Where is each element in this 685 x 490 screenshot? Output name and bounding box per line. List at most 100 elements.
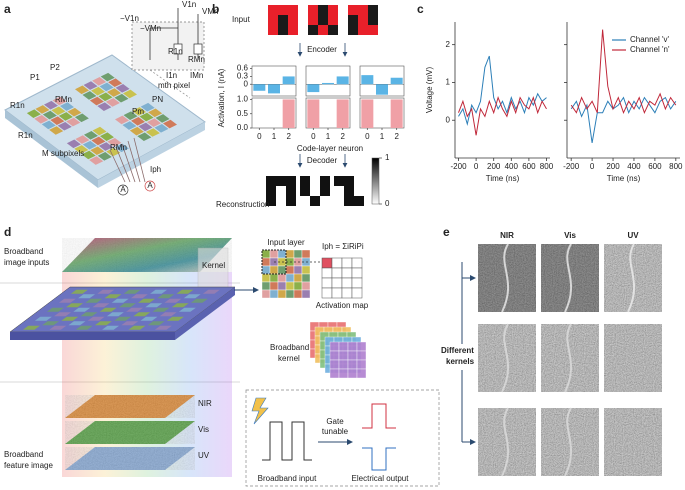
bar bbox=[268, 84, 280, 94]
input-cell bbox=[261, 281, 271, 291]
subpixel bbox=[59, 102, 74, 111]
kernel-label: Kernel bbox=[202, 261, 225, 270]
subpixel bbox=[107, 137, 122, 147]
device-side bbox=[10, 332, 175, 340]
kernel-cell bbox=[356, 350, 367, 361]
label: Different bbox=[441, 346, 474, 355]
subpixel bbox=[132, 107, 147, 116]
bar bbox=[376, 84, 388, 95]
input-cell bbox=[301, 281, 311, 291]
subpixel bbox=[115, 115, 130, 125]
recon-pixel bbox=[266, 196, 276, 206]
label: Iph = ΣiRiPi bbox=[322, 242, 364, 251]
label: tunable bbox=[322, 427, 349, 436]
subpixel bbox=[114, 93, 129, 103]
input-pixel bbox=[328, 5, 338, 15]
image-feature bbox=[501, 323, 510, 393]
subpixel bbox=[123, 89, 138, 99]
input-cell bbox=[277, 273, 287, 283]
label: R1n bbox=[168, 47, 183, 56]
label: RMn bbox=[110, 143, 127, 152]
device-pixel bbox=[178, 307, 196, 312]
subpixel bbox=[138, 122, 153, 132]
plot-frame bbox=[305, 65, 351, 97]
subpixel bbox=[83, 81, 98, 90]
x-tick-label: 200 bbox=[487, 162, 501, 171]
subpixel bbox=[58, 112, 73, 121]
label: Gate bbox=[326, 417, 344, 426]
x-tick-label: 600 bbox=[522, 162, 536, 171]
input-cell bbox=[277, 289, 287, 299]
subpixel bbox=[123, 111, 138, 121]
image-feature bbox=[564, 323, 573, 393]
subpixel bbox=[67, 107, 82, 117]
activation-cell bbox=[351, 267, 363, 279]
column-header: UV bbox=[627, 231, 639, 240]
kernel-image-tone bbox=[604, 324, 662, 392]
label-bg bbox=[440, 344, 476, 370]
label: PN bbox=[152, 95, 163, 104]
input-cell bbox=[261, 249, 271, 259]
activation-cell bbox=[351, 257, 363, 269]
bar bbox=[361, 75, 374, 85]
y-tick-label: 0 bbox=[244, 79, 249, 88]
y-tick-label: 2 bbox=[446, 40, 451, 49]
recon-pixel bbox=[286, 196, 296, 206]
device-pixel bbox=[164, 298, 182, 303]
kernel-cell bbox=[347, 350, 358, 361]
ammeter bbox=[144, 180, 156, 192]
recon-pixel bbox=[300, 196, 310, 206]
x-tick-label: 0 bbox=[590, 162, 595, 171]
recon-pixel bbox=[300, 176, 310, 186]
input-cell bbox=[293, 273, 303, 283]
decoder-label: Decoder bbox=[307, 156, 338, 165]
input-pixel bbox=[278, 15, 288, 25]
device-pixel bbox=[102, 325, 120, 330]
subpixel bbox=[66, 139, 81, 149]
input-cell bbox=[293, 249, 303, 259]
label: kernel bbox=[278, 354, 300, 363]
kernel-cell bbox=[347, 368, 358, 379]
kernel-cell bbox=[356, 341, 367, 352]
x-tick-label: 200 bbox=[606, 162, 620, 171]
wire bbox=[115, 146, 131, 183]
label: NIR bbox=[198, 399, 212, 408]
subpixel bbox=[163, 119, 178, 129]
device-pixel bbox=[114, 316, 132, 321]
device-pixel bbox=[99, 307, 117, 312]
input-cell bbox=[261, 265, 271, 275]
device-pixel bbox=[154, 325, 172, 330]
input-pixel bbox=[368, 5, 378, 15]
label: Broadband bbox=[4, 247, 43, 256]
x-axis-title: Code-layer neuron bbox=[297, 144, 363, 153]
device-pixel bbox=[118, 303, 136, 308]
x-tick-label: 2 bbox=[394, 132, 399, 141]
input-cell bbox=[269, 273, 279, 283]
circuit-box bbox=[131, 21, 205, 71]
device-pixel bbox=[147, 321, 165, 326]
bar bbox=[390, 77, 403, 85]
y-axis-title: Voltage (mV) bbox=[425, 67, 434, 114]
device-pixel bbox=[49, 325, 67, 330]
device-pixel bbox=[176, 289, 194, 294]
subpixel bbox=[106, 147, 121, 157]
label: Vis bbox=[198, 425, 209, 434]
colorbar bbox=[371, 157, 380, 205]
x-tick-label: 600 bbox=[648, 162, 662, 171]
input-pixel bbox=[308, 5, 318, 15]
device-pixel bbox=[157, 294, 175, 299]
subpixel bbox=[98, 142, 113, 151]
output-pulse bbox=[362, 447, 396, 471]
x-axis-title: Time (ns) bbox=[607, 174, 641, 183]
label: Broadband bbox=[270, 343, 309, 352]
subpixel bbox=[99, 132, 114, 141]
kernel-cell bbox=[338, 368, 349, 379]
colorbar-label: 0 bbox=[385, 199, 390, 208]
label: M subpixels bbox=[42, 149, 84, 158]
feature-texture bbox=[65, 395, 195, 418]
input-pixel bbox=[328, 15, 338, 25]
device-pixel bbox=[128, 325, 146, 330]
recon-pixel bbox=[310, 186, 320, 196]
input-pixel bbox=[288, 5, 298, 15]
activation-cell bbox=[321, 257, 333, 269]
